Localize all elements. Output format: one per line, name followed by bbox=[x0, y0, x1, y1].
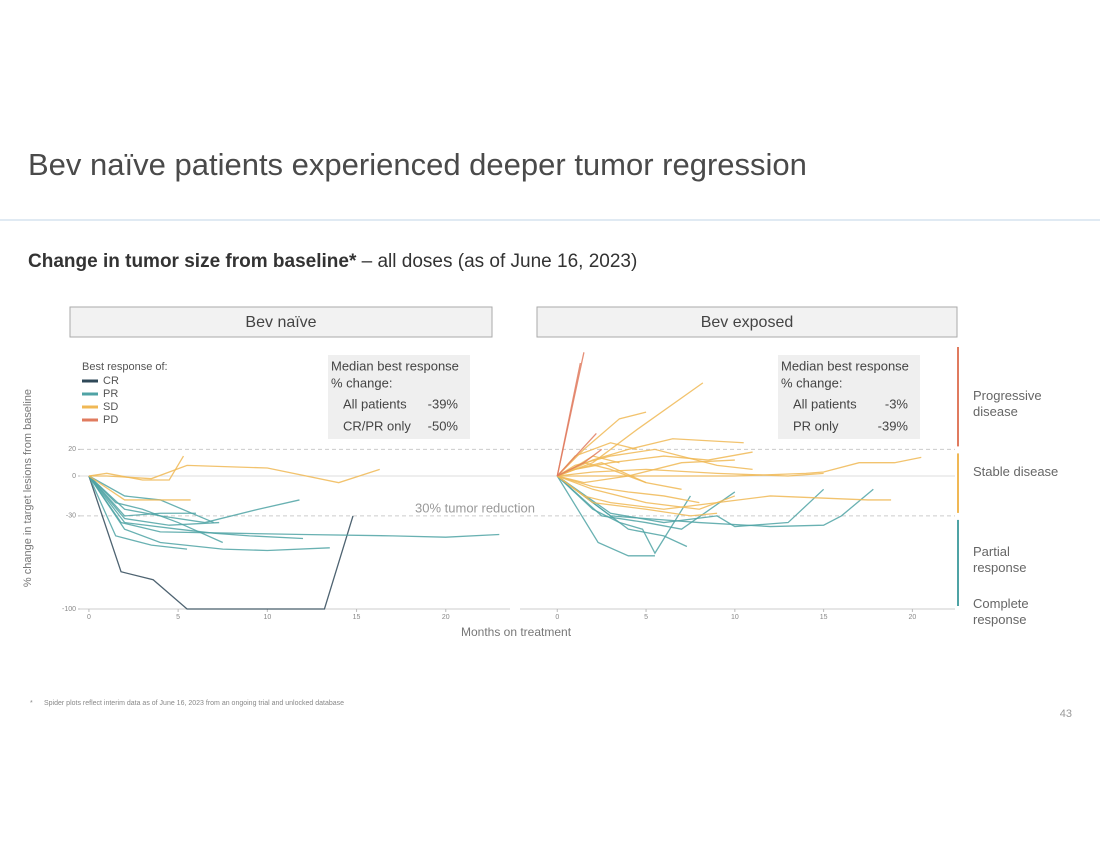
spider-line bbox=[556, 448, 753, 477]
spider-line bbox=[556, 475, 692, 555]
page-number: 43 bbox=[1060, 708, 1072, 720]
spider-line bbox=[556, 475, 892, 510]
median-box bbox=[328, 355, 470, 439]
spider-line bbox=[88, 475, 354, 610]
x-tick-label: 0 bbox=[555, 614, 559, 621]
y-tick-label: -30 bbox=[66, 513, 76, 520]
spider-line bbox=[556, 475, 655, 557]
spider-line bbox=[88, 475, 500, 538]
spider-line bbox=[556, 433, 597, 477]
panel-header bbox=[536, 306, 958, 338]
spider-line bbox=[557, 475, 736, 510]
median-cell: -3% bbox=[885, 396, 909, 411]
median-title: Median best response bbox=[331, 358, 459, 373]
spider-line bbox=[557, 475, 700, 504]
slide-title: Bev naïve patients experienced deeper tu… bbox=[28, 147, 807, 182]
x-tick-label: 10 bbox=[731, 614, 739, 621]
y-tick-label: -100 bbox=[62, 606, 76, 613]
legend-label: PR bbox=[103, 388, 118, 400]
x-tick-label: 15 bbox=[353, 614, 361, 621]
spider-line bbox=[557, 468, 824, 477]
footnote-mark: * bbox=[30, 700, 33, 707]
spider-line bbox=[88, 475, 215, 524]
median-title: % change: bbox=[781, 375, 842, 390]
median-cell: CR/PR only bbox=[343, 418, 411, 433]
x-tick-label: 20 bbox=[442, 614, 450, 621]
spider-line bbox=[556, 411, 647, 477]
spider-line bbox=[557, 462, 682, 490]
spider-line bbox=[88, 475, 188, 550]
spider-line bbox=[556, 475, 825, 528]
spider-line bbox=[88, 475, 191, 501]
spider-line bbox=[88, 464, 380, 484]
subtitle-rest: – all doses (as of June 16, 2023) bbox=[356, 251, 637, 272]
median-cell: -39% bbox=[428, 396, 459, 411]
spider-line bbox=[88, 475, 196, 517]
response-band-label: Stable disease bbox=[973, 464, 1059, 479]
legend-label: CR bbox=[103, 375, 119, 387]
spider-line bbox=[88, 475, 330, 552]
spider-line bbox=[88, 475, 304, 540]
spider-line bbox=[556, 362, 582, 477]
median-cell: All patients bbox=[343, 396, 407, 411]
y-tick-label: 20 bbox=[68, 446, 76, 453]
median-title: Median best response bbox=[781, 358, 909, 373]
panel-title: Bev naïve bbox=[245, 314, 316, 331]
median-cell: -50% bbox=[428, 418, 459, 433]
median-title: % change: bbox=[331, 375, 392, 390]
spider-line bbox=[556, 475, 874, 528]
x-axis-label: Months on treatment bbox=[461, 625, 572, 639]
annotation: 30% tumor reduction bbox=[415, 500, 535, 515]
spider-line bbox=[88, 475, 224, 544]
y-tick-label: 0 bbox=[72, 473, 76, 480]
x-tick-label: 5 bbox=[176, 614, 180, 621]
x-tick-label: 10 bbox=[263, 614, 271, 621]
response-band-label: Complete response bbox=[973, 596, 1029, 627]
spider-line bbox=[88, 475, 220, 526]
footnote: Spider plots reflect interim data as of … bbox=[44, 700, 344, 707]
subtitle-bold: Change in tumor size from baseline* bbox=[28, 251, 357, 272]
response-band-label: Progressive disease bbox=[973, 388, 1042, 419]
x-tick-label: 15 bbox=[820, 614, 828, 621]
median-cell: -39% bbox=[878, 418, 909, 433]
panel-title: Bev exposed bbox=[701, 314, 794, 331]
subtitle: Change in tumor size from baseline* – al… bbox=[28, 251, 637, 272]
spider-line bbox=[556, 448, 603, 477]
spider-line bbox=[557, 382, 704, 477]
spider-line bbox=[556, 475, 718, 517]
median-box bbox=[778, 355, 920, 439]
x-tick-label: 0 bbox=[87, 614, 91, 621]
spider-line bbox=[557, 438, 744, 477]
x-tick-label: 5 bbox=[644, 614, 648, 621]
legend-label: PD bbox=[103, 414, 118, 426]
spider-line bbox=[88, 455, 185, 481]
legend-label: SD bbox=[103, 401, 118, 413]
panel-header bbox=[69, 306, 493, 338]
spider-line bbox=[557, 456, 922, 477]
response-band-label: Partial response bbox=[973, 544, 1027, 575]
legend-title: Best response of: bbox=[82, 361, 168, 373]
x-tick-label: 20 bbox=[908, 614, 916, 621]
spider-line bbox=[556, 475, 736, 530]
median-cell: All patients bbox=[793, 396, 857, 411]
y-axis-label: % change in target lesions from baseline bbox=[22, 389, 34, 587]
median-cell: PR only bbox=[793, 418, 839, 433]
